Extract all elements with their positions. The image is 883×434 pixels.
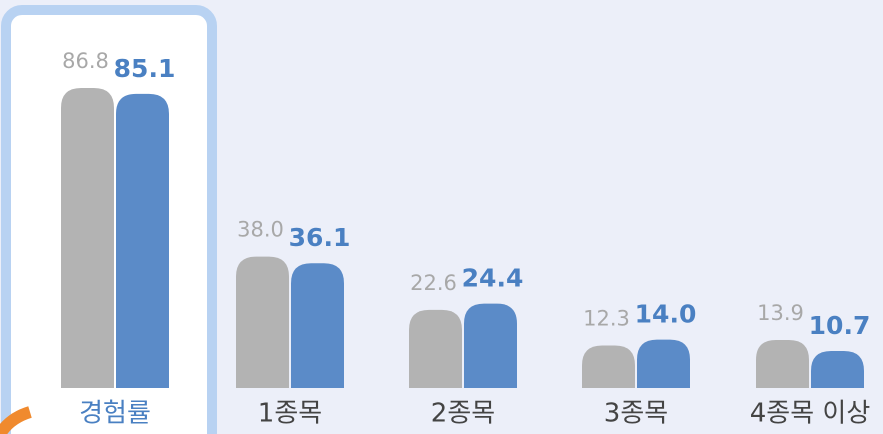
x-tick-label: 3종목 (604, 399, 668, 429)
bar (464, 304, 517, 388)
value-label: 86.8 (62, 49, 109, 73)
value-label: 24.4 (462, 264, 524, 293)
bar (582, 345, 635, 388)
value-label: 85.1 (114, 54, 176, 83)
value-label: 10.7 (809, 311, 871, 340)
value-label: 36.1 (289, 223, 351, 252)
x-tick-label: 2종목 (431, 399, 495, 429)
bar (811, 351, 864, 388)
bar (409, 310, 462, 388)
bar (756, 340, 809, 388)
bar (291, 263, 344, 388)
chart: 경험률 86.885.1 1종목 38.036.1 2종목 22.624.4 3종목 12.3… (0, 0, 883, 434)
value-label: 12.3 (583, 306, 630, 330)
x-tick-label: 4종목 이상 (750, 399, 871, 429)
value-label: 13.9 (757, 301, 804, 325)
value-label: 38.0 (237, 218, 284, 242)
value-label: 22.6 (410, 271, 457, 295)
value-label: 14.0 (635, 300, 697, 329)
bar (116, 94, 169, 388)
x-tick-label: 경험률 (79, 399, 151, 429)
bar (61, 88, 114, 388)
bar (637, 340, 690, 388)
bar (236, 257, 289, 388)
x-tick-label: 1종목 (258, 399, 322, 429)
